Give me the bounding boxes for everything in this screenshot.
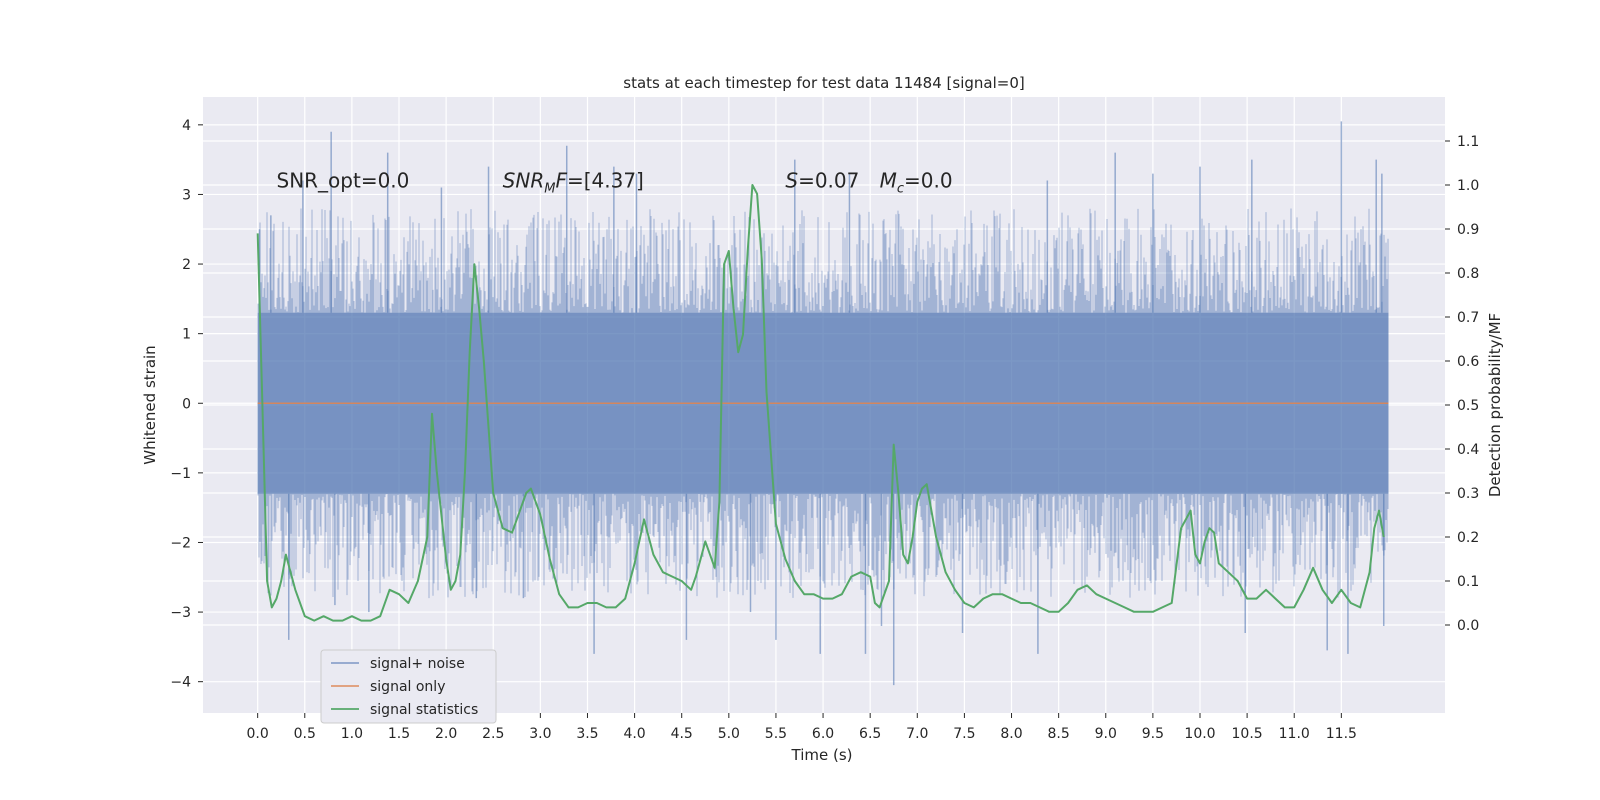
y2-tick-label: 0.6 xyxy=(1457,354,1479,370)
x-tick-label: 8.0 xyxy=(1000,726,1022,742)
y2-tick-label: 0.1 xyxy=(1457,574,1479,590)
y-tick-label: 0 xyxy=(182,396,191,412)
x-tick-label: 6.0 xyxy=(812,726,834,742)
series-signal-noise-spikes xyxy=(258,121,1385,686)
x-tick-label: 4.0 xyxy=(623,726,645,742)
x-tick-label: 0.5 xyxy=(294,726,316,742)
y2-tick-label: 0.8 xyxy=(1457,266,1479,282)
x-tick-label: 9.5 xyxy=(1142,726,1164,742)
signal-statistics-line xyxy=(256,184,1385,622)
y-tick-label: 3 xyxy=(182,187,191,203)
x-tick-label: 1.5 xyxy=(388,726,410,742)
y-tick-label: 1 xyxy=(182,327,191,343)
x-tick-label: 0.0 xyxy=(247,726,269,742)
series-signal-statistics xyxy=(256,184,1385,622)
y2-tick-label: 0.0 xyxy=(1457,618,1479,634)
y2-tick-label: 0.3 xyxy=(1457,486,1479,502)
series-signal-noise-fuzz xyxy=(257,208,1389,599)
y-axis-ticks: 4 3 2 1 0 −1 −2 −3 −4 xyxy=(170,118,203,691)
y-tick-label: −4 xyxy=(170,675,191,691)
y-tick-label: 2 xyxy=(182,257,191,273)
y2-tick-label: 0.5 xyxy=(1457,398,1479,414)
annotation-0: SNR_opt=0.0 xyxy=(277,169,410,193)
legend-frame xyxy=(320,649,497,724)
y2-tick-label: 0.2 xyxy=(1457,530,1479,546)
x-tick-label: 3.5 xyxy=(576,726,598,742)
y2-axis-ticks: 1.1 1.0 0.9 0.8 0.7 0.6 0.5 0.4 0.3 0.2 0.1 0.0 xyxy=(1445,134,1479,634)
y-tick-label: −2 xyxy=(170,535,191,551)
annotation-3: Mc=0.0 xyxy=(880,169,953,197)
legend: signal+ noise signal only signal statist… xyxy=(320,649,497,724)
x-tick-label: 7.5 xyxy=(953,726,975,742)
legend-label-signal-only: signal only xyxy=(370,679,445,695)
y2-tick-label: 0.9 xyxy=(1457,222,1479,238)
y2-tick-label: 1.1 xyxy=(1457,134,1479,150)
x-tick-label: 5.0 xyxy=(718,726,740,742)
y2-tick-label: 1.0 xyxy=(1457,178,1479,194)
x-tick-label: 6.5 xyxy=(859,726,881,742)
annotation-2: S=0.07 xyxy=(785,169,859,193)
y2-axis-label: Detection probability/MF xyxy=(1486,313,1504,497)
chart-title: stats at each timestep for test data 114… xyxy=(623,74,1024,92)
x-axis-ticks: 0.0 0.5 1.0 1.5 2.0 2.5 3.0 3.5 4.0 4.5 5.0 5.5 6.0 6… xyxy=(247,713,1357,742)
x-tick-label: 11.0 xyxy=(1279,726,1310,742)
x-tick-label: 11.5 xyxy=(1326,726,1357,742)
y2-tick-label: 0.4 xyxy=(1457,442,1479,458)
y-axis-label: Whitened strain xyxy=(141,345,159,464)
x-tick-label: 7.0 xyxy=(906,726,928,742)
x-axis-label: Time (s) xyxy=(791,746,853,764)
x-tick-label: 3.0 xyxy=(529,726,551,742)
x-tick-label: 4.5 xyxy=(671,726,693,742)
x-tick-label: 2.0 xyxy=(435,726,457,742)
x-tick-label: 8.5 xyxy=(1048,726,1070,742)
y-tick-label: −1 xyxy=(170,466,191,482)
legend-label-signal-statistics: signal statistics xyxy=(370,702,478,718)
legend-label-signal-noise: signal+ noise xyxy=(370,656,465,672)
x-tick-label: 5.5 xyxy=(765,726,787,742)
x-tick-label: 10.5 xyxy=(1232,726,1263,742)
x-tick-label: 10.0 xyxy=(1184,726,1215,742)
annotation-1: SNRMF=[4.37] xyxy=(503,169,644,197)
x-tick-label: 1.0 xyxy=(341,726,363,742)
y-tick-label: 4 xyxy=(182,118,191,134)
x-tick-label: 9.0 xyxy=(1095,726,1117,742)
x-tick-label: 2.5 xyxy=(482,726,504,742)
y2-tick-label: 0.7 xyxy=(1457,310,1479,326)
y-tick-label: −3 xyxy=(170,605,191,621)
annotations: SNR_opt=0.0 SNRMF=[4.37] S=0.07 Mc=0.0 xyxy=(277,169,953,197)
